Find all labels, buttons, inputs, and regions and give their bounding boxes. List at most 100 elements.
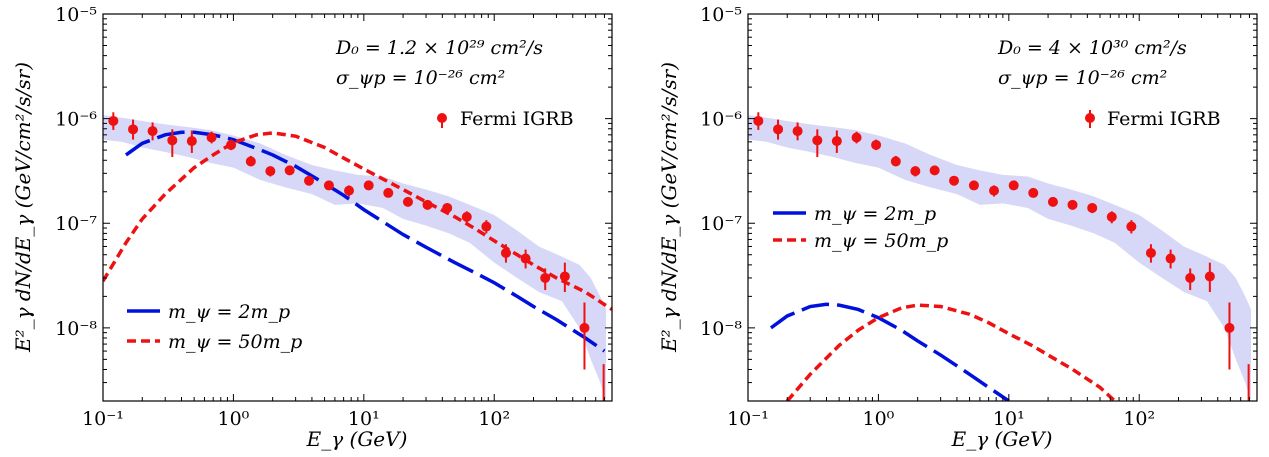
series-line-50mp bbox=[103, 131, 612, 311]
data-point bbox=[1204, 262, 1215, 293]
legend-label-fermi: Fermi IGRB bbox=[460, 108, 574, 130]
data-point bbox=[753, 112, 764, 130]
data-point bbox=[871, 139, 882, 151]
data-marker bbox=[206, 132, 217, 143]
data-marker bbox=[910, 166, 921, 177]
data-point bbox=[929, 165, 940, 176]
y-tick-label: 10⁻⁸ bbox=[700, 318, 742, 340]
axis-ticks-layer: 10⁻¹ 10⁰ 10¹ 10² 10⁻⁸ 10⁻⁷ 10⁻⁶ 10⁻⁵ bbox=[700, 4, 1258, 430]
data-marker bbox=[1165, 253, 1176, 264]
data-point bbox=[792, 122, 803, 141]
data-points-layer bbox=[753, 112, 1250, 401]
data-marker bbox=[344, 185, 355, 196]
data-point bbox=[323, 180, 334, 191]
legend-dm: m_ψ = 2m_p m_ψ = 50m_p bbox=[127, 301, 302, 353]
data-point bbox=[245, 155, 256, 167]
data-point bbox=[1067, 199, 1078, 210]
data-marker bbox=[1008, 180, 1019, 191]
data-point bbox=[559, 262, 570, 293]
y-tick-label: 10⁻⁵ bbox=[55, 4, 97, 26]
legend-data: Fermi IGRB bbox=[1085, 108, 1221, 130]
data-point bbox=[167, 129, 178, 157]
annotation-cross-section: σ_ψp = 10⁻²⁶ cm² bbox=[336, 67, 505, 89]
data-point bbox=[910, 166, 921, 177]
data-marker bbox=[1126, 221, 1137, 232]
x-axis-title: E_γ (GeV) bbox=[951, 427, 1053, 451]
legend-label-2mp: m_ψ = 2m_p bbox=[814, 203, 936, 225]
x-tick-label: 10⁰ bbox=[218, 408, 250, 430]
series-line-2mp bbox=[769, 302, 1010, 401]
data-point bbox=[206, 131, 217, 144]
dm-curves-layer bbox=[769, 302, 1117, 401]
data-point bbox=[461, 211, 472, 224]
annotation-diffusion: D₀ = 4 × 10³⁰ cm²/s bbox=[997, 37, 1187, 59]
legend-dm: m_ψ = 2m_p m_ψ = 50m_p bbox=[773, 203, 948, 252]
data-point bbox=[831, 130, 842, 153]
data-marker bbox=[812, 135, 823, 146]
data-point bbox=[890, 155, 901, 167]
x-tick-label: 10⁻¹ bbox=[727, 408, 769, 430]
y-tick-label: 10⁻⁷ bbox=[55, 213, 97, 235]
data-point bbox=[1106, 211, 1117, 224]
data-marker bbox=[147, 126, 158, 137]
x-tick-label: 10² bbox=[1123, 408, 1155, 430]
data-marker bbox=[792, 126, 803, 137]
data-point bbox=[226, 139, 237, 151]
data-point bbox=[108, 112, 119, 130]
data-marker bbox=[323, 180, 334, 191]
data-marker bbox=[520, 253, 531, 264]
y-tick-label: 10⁻⁸ bbox=[55, 318, 97, 340]
data-marker bbox=[1224, 322, 1235, 333]
dm-curves-layer bbox=[103, 130, 612, 353]
data-marker bbox=[481, 221, 492, 232]
data-point bbox=[186, 130, 197, 153]
data-marker bbox=[1145, 247, 1156, 258]
data-marker bbox=[245, 156, 256, 167]
data-marker bbox=[186, 136, 197, 147]
legend-data: Fermi IGRB bbox=[437, 108, 574, 130]
data-point bbox=[949, 175, 960, 186]
data-point bbox=[128, 119, 139, 140]
x-tick-label: 10¹ bbox=[993, 408, 1025, 430]
data-point bbox=[147, 122, 158, 141]
data-marker bbox=[265, 166, 276, 177]
data-marker bbox=[1106, 211, 1117, 222]
data-point bbox=[989, 185, 1000, 197]
data-marker bbox=[108, 115, 119, 126]
data-point bbox=[304, 175, 315, 186]
y-tick-label: 10⁻⁵ bbox=[700, 4, 742, 26]
legend-marker-fermi bbox=[1085, 113, 1095, 123]
data-marker bbox=[284, 165, 295, 176]
data-point bbox=[1145, 244, 1156, 263]
data-marker bbox=[167, 135, 178, 146]
x-tick-label: 10¹ bbox=[348, 408, 380, 430]
data-marker bbox=[968, 180, 979, 191]
data-marker bbox=[1047, 196, 1058, 207]
data-marker bbox=[1185, 272, 1196, 283]
data-point bbox=[481, 220, 492, 234]
data-marker bbox=[579, 322, 590, 333]
data-point bbox=[1224, 302, 1235, 370]
data-marker bbox=[989, 185, 1000, 196]
legend-label-50mp: m_ψ = 50m_p bbox=[814, 230, 948, 252]
data-marker bbox=[1067, 199, 1078, 210]
data-marker bbox=[540, 272, 551, 283]
y-tick-label: 10⁻⁶ bbox=[700, 109, 742, 131]
data-point bbox=[1165, 249, 1176, 269]
data-point bbox=[402, 196, 413, 207]
data-marker bbox=[402, 196, 413, 207]
data-point bbox=[1126, 220, 1137, 234]
data-point bbox=[579, 302, 590, 370]
data-point bbox=[284, 165, 295, 176]
data-marker bbox=[773, 124, 784, 135]
data-point bbox=[1028, 187, 1039, 198]
data-point bbox=[773, 119, 784, 140]
axis-ticks-layer: 10⁻¹ 10⁰ 10¹ 10² 10⁻⁸ 10⁻⁷ 10⁻⁶ 10⁻⁵ bbox=[55, 4, 613, 430]
data-marker bbox=[559, 271, 570, 282]
x-tick-label: 10⁻¹ bbox=[82, 408, 124, 430]
data-points-layer bbox=[108, 112, 605, 401]
series-line-50mp bbox=[785, 303, 1117, 401]
